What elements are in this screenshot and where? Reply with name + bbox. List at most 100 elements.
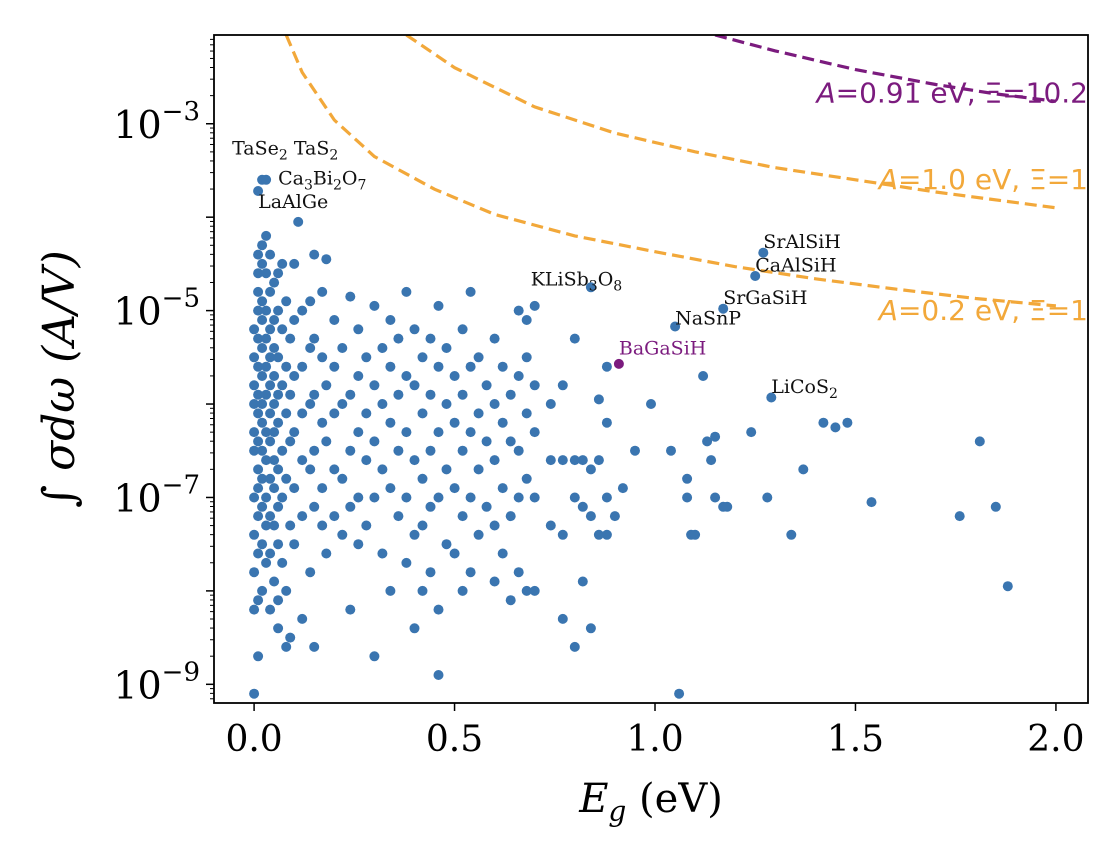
data-point	[253, 333, 264, 344]
data-point	[529, 380, 540, 391]
data-point	[702, 436, 713, 447]
data-point	[353, 492, 364, 503]
x-tick-label: 0.5	[426, 719, 483, 760]
data-point	[545, 399, 556, 409]
data-point	[393, 445, 404, 456]
curve-label-purple: A=0.91 eV, Ξ=10.2	[814, 76, 1088, 109]
data-point	[249, 492, 260, 503]
data-point	[277, 258, 288, 269]
data-point	[265, 408, 276, 419]
data-point	[497, 361, 508, 372]
data-point	[273, 464, 284, 475]
data-point	[425, 501, 436, 512]
data-point	[253, 436, 264, 447]
data-point	[269, 483, 280, 494]
data-point	[261, 305, 272, 316]
data-point	[465, 492, 476, 503]
data-point	[249, 352, 260, 363]
data-point	[345, 604, 356, 615]
data-point	[557, 455, 568, 466]
data-point	[253, 389, 264, 400]
data-point	[249, 324, 260, 335]
data-point	[393, 333, 404, 344]
data-point	[1002, 581, 1013, 592]
data-point	[261, 389, 272, 400]
data-point	[369, 492, 380, 503]
data-point	[249, 529, 260, 540]
data-point	[265, 324, 276, 335]
data-point	[257, 296, 268, 307]
data-point	[585, 464, 596, 475]
data-point	[253, 268, 264, 279]
data-point	[273, 305, 284, 316]
data-point	[433, 427, 444, 438]
data-point	[289, 483, 300, 494]
x-tick-label: 1.5	[827, 719, 884, 760]
labeled-point	[750, 271, 761, 281]
data-point	[309, 445, 320, 456]
data-point	[569, 641, 580, 652]
data-point	[285, 389, 296, 400]
data-point	[329, 361, 340, 372]
data-point	[465, 286, 476, 297]
data-point	[261, 361, 272, 372]
data-point	[521, 473, 532, 484]
data-point	[257, 343, 268, 353]
data-point	[249, 688, 260, 699]
labeled-point	[766, 392, 777, 403]
data-point	[722, 501, 733, 512]
data-point	[513, 371, 524, 381]
data-point	[505, 436, 516, 447]
data-point	[361, 408, 372, 419]
data-point	[489, 520, 500, 531]
data-point	[401, 371, 412, 381]
point-annotation: SrAlSiH	[763, 231, 841, 253]
data-point	[465, 567, 476, 578]
data-point	[433, 604, 444, 615]
data-point	[253, 249, 264, 260]
data-point	[409, 623, 420, 634]
data-point	[297, 455, 308, 466]
point-annotation: Ca3Bi2O7	[278, 168, 366, 194]
data-point	[309, 333, 320, 344]
point-annotation: KLiSb3O8	[531, 268, 623, 294]
data-point	[297, 305, 308, 316]
data-point	[277, 557, 288, 568]
data-point	[269, 343, 280, 353]
data-point	[309, 641, 320, 652]
data-point	[249, 427, 260, 438]
data-point	[285, 333, 296, 344]
data-point	[281, 296, 292, 307]
data-point	[682, 492, 693, 503]
data-point	[385, 417, 396, 428]
data-point	[529, 492, 540, 503]
data-point	[601, 492, 612, 503]
data-point	[457, 389, 468, 400]
data-point	[830, 422, 841, 433]
point-annotation: LaAlGe	[258, 191, 328, 213]
data-point	[345, 389, 356, 400]
data-point	[249, 567, 260, 578]
data-point	[297, 408, 308, 419]
data-point	[401, 492, 412, 503]
data-point	[441, 343, 452, 353]
data-point	[593, 394, 604, 405]
data-point	[529, 300, 540, 311]
data-point	[305, 296, 316, 307]
data-point	[369, 380, 380, 391]
data-point	[249, 399, 260, 409]
data-point	[273, 623, 284, 634]
data-point	[321, 254, 332, 265]
data-point	[345, 445, 356, 456]
data-point	[441, 539, 452, 550]
data-point	[261, 557, 272, 568]
data-point	[261, 455, 272, 466]
data-point	[489, 399, 500, 409]
data-point	[377, 343, 388, 353]
curve-orange-0.2	[284, 35, 1057, 308]
data-point	[289, 427, 300, 438]
data-point	[257, 258, 268, 269]
data-point	[585, 511, 596, 522]
data-point	[401, 427, 412, 438]
data-point	[449, 483, 460, 494]
